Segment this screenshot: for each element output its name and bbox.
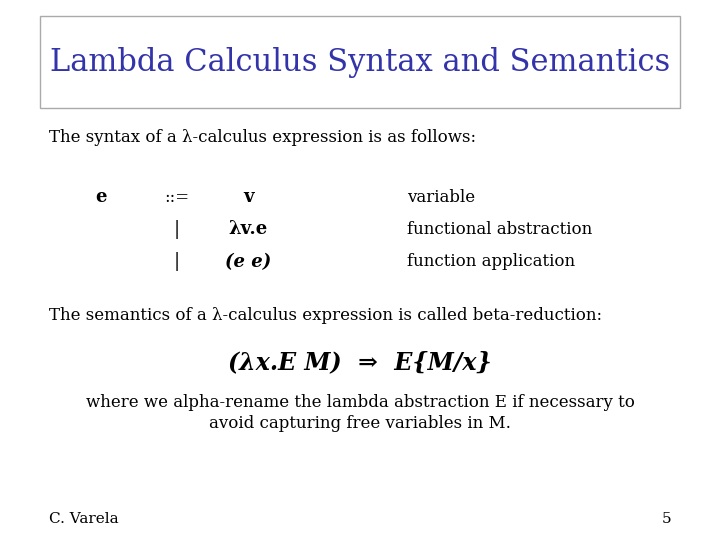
- Text: The semantics of a λ-calculus expression is called beta-reduction:: The semantics of a λ-calculus expression…: [49, 307, 602, 325]
- Text: variable: variable: [407, 188, 475, 206]
- Text: |: |: [174, 252, 179, 272]
- Text: (e e): (e e): [225, 253, 271, 271]
- Text: λv.e: λv.e: [229, 220, 268, 239]
- Text: C. Varela: C. Varela: [49, 512, 119, 526]
- Text: functional abstraction: functional abstraction: [407, 221, 592, 238]
- Text: 5: 5: [662, 512, 671, 526]
- Text: |: |: [174, 220, 179, 239]
- Text: e: e: [95, 188, 107, 206]
- Text: function application: function application: [407, 253, 575, 271]
- Text: (λx.E M)  ⇒  E{M/x}: (λx.E M) ⇒ E{M/x}: [228, 350, 492, 374]
- Text: ::=: ::=: [164, 188, 189, 206]
- Text: The syntax of a λ-calculus expression is as follows:: The syntax of a λ-calculus expression is…: [49, 129, 476, 146]
- Text: v: v: [243, 188, 253, 206]
- Text: avoid capturing free variables in M.: avoid capturing free variables in M.: [209, 415, 511, 433]
- Text: Lambda Calculus Syntax and Semantics: Lambda Calculus Syntax and Semantics: [50, 46, 670, 78]
- FancyBboxPatch shape: [40, 16, 680, 108]
- Text: where we alpha-rename the lambda abstraction E if necessary to: where we alpha-rename the lambda abstrac…: [86, 394, 634, 411]
